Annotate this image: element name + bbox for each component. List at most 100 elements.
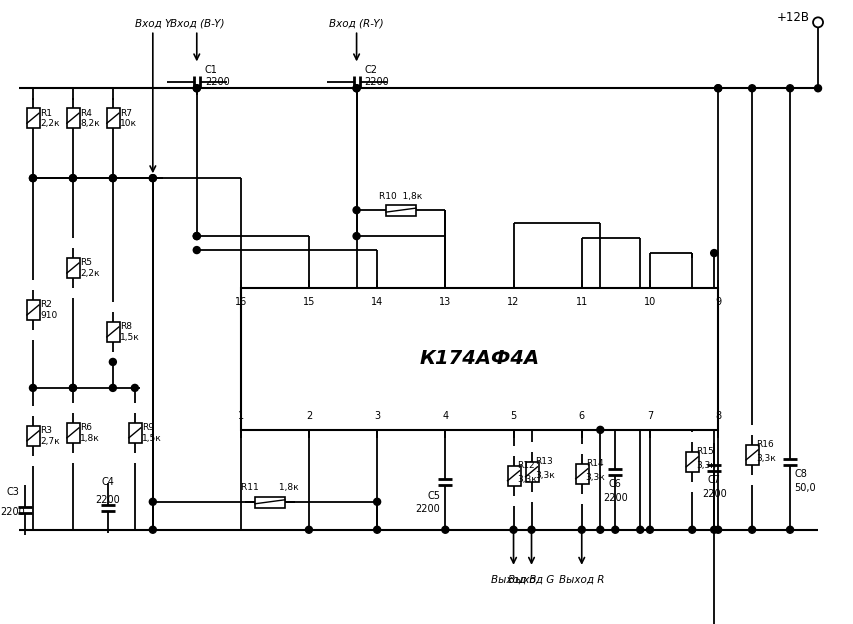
Circle shape: [109, 384, 116, 391]
Circle shape: [611, 526, 618, 534]
Circle shape: [149, 175, 156, 182]
Text: 3,3к: 3,3к: [517, 475, 537, 484]
Text: R1
2,2к: R1 2,2к: [40, 109, 60, 128]
Text: R16: R16: [755, 441, 773, 449]
Text: Вход (R-Y): Вход (R-Y): [329, 18, 384, 28]
Text: 11: 11: [575, 297, 587, 307]
Circle shape: [710, 526, 717, 534]
Text: C2: C2: [364, 66, 377, 76]
Text: 2200: 2200: [415, 504, 440, 514]
Text: К174АФ4А: К174АФ4А: [419, 349, 539, 368]
Bar: [107, 108, 119, 128]
Circle shape: [69, 384, 76, 391]
Text: 12: 12: [507, 297, 519, 307]
Circle shape: [352, 233, 360, 240]
Text: 2200: 2200: [1, 507, 26, 517]
Circle shape: [596, 426, 603, 433]
Text: R3
2,7к: R3 2,7к: [40, 426, 60, 446]
Circle shape: [596, 526, 603, 534]
Circle shape: [193, 246, 200, 253]
Text: R5
2,2к: R5 2,2к: [80, 258, 99, 278]
Circle shape: [149, 526, 156, 534]
Text: 2200: 2200: [602, 493, 627, 503]
Circle shape: [441, 526, 449, 534]
Text: 1: 1: [237, 411, 243, 421]
Circle shape: [374, 499, 380, 505]
Text: R7
10к: R7 10к: [119, 109, 136, 128]
Text: 2200: 2200: [96, 495, 120, 505]
Text: R8
1,5к: R8 1,5к: [119, 322, 139, 342]
Text: C4: C4: [102, 477, 114, 487]
Text: 3,3к: 3,3к: [535, 471, 554, 480]
Text: 2: 2: [305, 411, 311, 421]
Text: Выход G: Выход G: [508, 575, 554, 585]
Text: 3,3к: 3,3к: [585, 474, 605, 482]
Bar: [575, 464, 588, 484]
Text: 3,3к: 3,3к: [695, 461, 715, 470]
Text: 16: 16: [235, 297, 247, 307]
Circle shape: [714, 526, 721, 534]
Text: R12: R12: [517, 461, 535, 470]
Text: 14: 14: [370, 297, 383, 307]
Text: 2200: 2200: [364, 77, 389, 87]
Bar: [27, 300, 40, 320]
Circle shape: [69, 175, 76, 182]
Text: 3: 3: [374, 411, 380, 421]
Text: C8: C8: [793, 469, 806, 479]
Circle shape: [527, 526, 534, 534]
Circle shape: [786, 526, 792, 534]
Text: C5: C5: [426, 491, 440, 501]
Circle shape: [714, 85, 721, 92]
Circle shape: [688, 526, 695, 534]
Bar: [27, 426, 40, 446]
Text: R11       1,8к: R11 1,8к: [241, 484, 299, 492]
Circle shape: [814, 85, 821, 92]
Text: 2200: 2200: [701, 489, 726, 499]
Circle shape: [714, 85, 721, 92]
Bar: [525, 462, 538, 482]
Text: C3: C3: [7, 487, 20, 497]
Bar: [255, 497, 285, 508]
Circle shape: [30, 384, 37, 391]
Text: Вход (В-Y): Вход (В-Y): [170, 18, 223, 28]
Text: 15: 15: [302, 297, 315, 307]
Text: +12В: +12В: [776, 11, 809, 24]
Bar: [129, 423, 142, 443]
Circle shape: [109, 358, 116, 366]
Circle shape: [69, 175, 76, 182]
Text: 4: 4: [442, 411, 448, 421]
Circle shape: [193, 233, 200, 240]
Text: Вход Y: Вход Y: [135, 18, 171, 28]
Circle shape: [109, 175, 116, 182]
Circle shape: [193, 233, 200, 240]
Circle shape: [193, 85, 200, 92]
Text: R2
910: R2 910: [40, 300, 57, 319]
Circle shape: [646, 526, 653, 534]
Bar: [27, 108, 40, 128]
Bar: [746, 445, 758, 465]
Text: R6
1,8к: R6 1,8к: [80, 423, 100, 442]
Circle shape: [352, 207, 360, 213]
Text: C6: C6: [608, 479, 621, 489]
Circle shape: [30, 175, 37, 182]
Text: 6: 6: [578, 411, 584, 421]
Circle shape: [352, 85, 360, 92]
Circle shape: [30, 175, 37, 182]
Text: Выход R: Выход R: [559, 575, 604, 585]
Text: 5: 5: [510, 411, 516, 421]
Circle shape: [509, 526, 516, 534]
Bar: [386, 205, 415, 216]
Text: R15: R15: [695, 447, 713, 456]
Text: 50,0: 50,0: [793, 483, 815, 493]
Circle shape: [193, 85, 200, 92]
Text: C7: C7: [707, 475, 720, 485]
Circle shape: [69, 384, 76, 391]
Text: 10: 10: [643, 297, 655, 307]
Circle shape: [748, 85, 755, 92]
Bar: [686, 452, 699, 472]
Circle shape: [109, 175, 116, 182]
Text: 7: 7: [646, 411, 653, 421]
Text: R14: R14: [585, 459, 603, 469]
Circle shape: [149, 499, 156, 505]
Circle shape: [352, 85, 360, 92]
